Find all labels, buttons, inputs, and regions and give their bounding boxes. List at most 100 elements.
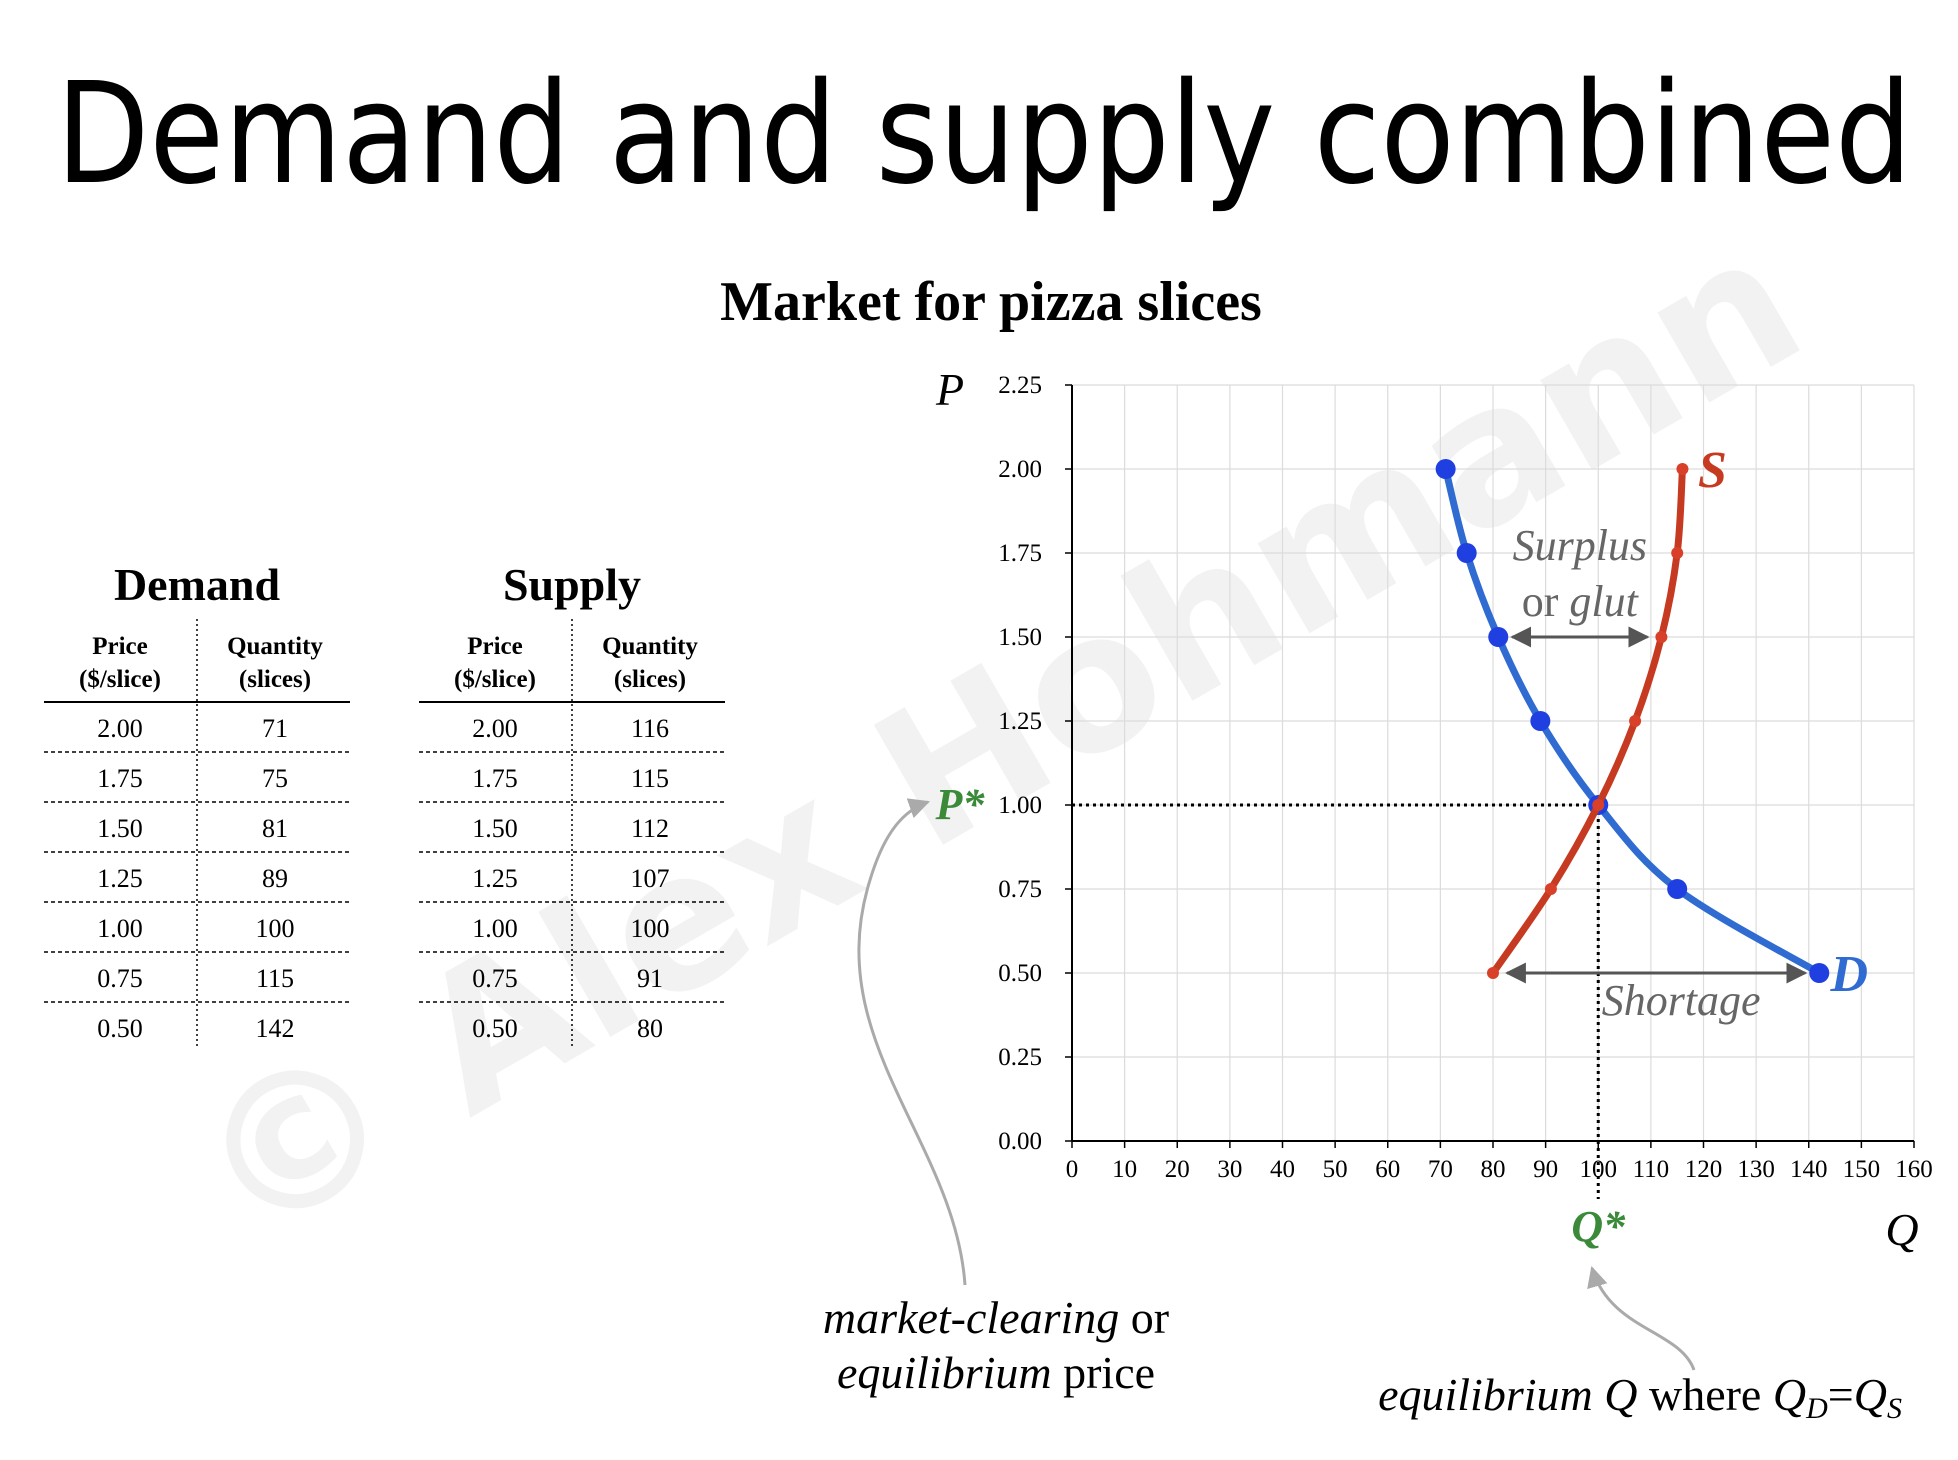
table-cell: 100 xyxy=(631,914,670,943)
table-cell: 0.50 xyxy=(472,1014,518,1043)
equilibrium-quantity-label: Q* xyxy=(1571,1202,1626,1251)
x-tick-label: 140 xyxy=(1790,1156,1828,1183)
table-cell: 1.75 xyxy=(472,764,518,793)
y-tick-label: 1.25 xyxy=(998,708,1042,735)
y-tick-label: 0.50 xyxy=(998,960,1042,987)
price-note: market-clearing or equilibrium price xyxy=(823,1292,1169,1398)
note-part: where xyxy=(1649,1369,1761,1420)
table-cell: 0.50 xyxy=(97,1014,143,1043)
y-tick-label: 2.25 xyxy=(998,372,1042,399)
point xyxy=(1488,627,1509,647)
curve-label: S xyxy=(1698,442,1727,499)
table-cell: 1.50 xyxy=(472,814,518,843)
x-tick-label: 130 xyxy=(1737,1156,1775,1183)
x-tick-label: 60 xyxy=(1375,1156,1400,1183)
x-tick-label: 110 xyxy=(1633,1156,1670,1183)
x-tick-label: 10 xyxy=(1112,1156,1137,1183)
x-axis-label: Q xyxy=(1885,1204,1918,1255)
table-cell: 1.00 xyxy=(472,914,518,943)
point xyxy=(1435,459,1456,479)
table-header: Quantity xyxy=(602,633,698,660)
table-title: Demand xyxy=(114,559,281,610)
x-tick-label: 0 xyxy=(1066,1156,1079,1183)
point xyxy=(1544,883,1557,895)
x-tick-label: 80 xyxy=(1481,1156,1506,1183)
point xyxy=(1456,543,1477,563)
point xyxy=(1487,967,1499,979)
y-tick-label: 0.00 xyxy=(998,1128,1042,1155)
equilibrium-price-label: P* xyxy=(935,780,986,829)
table-cell: 115 xyxy=(631,764,669,793)
table-cell: 1.25 xyxy=(472,864,518,893)
table-header: Price xyxy=(467,633,523,660)
note-part: = xyxy=(1828,1369,1854,1420)
table-cell: 100 xyxy=(256,914,295,943)
quantity-note: equilibrium Q where QD=QS xyxy=(1378,1369,1902,1425)
note-part: equilibrium xyxy=(1378,1369,1593,1420)
table-header: ($/slice) xyxy=(454,666,536,693)
note-part: S xyxy=(1887,1392,1902,1425)
table-cell: 1.50 xyxy=(97,814,143,843)
watermark: © Alex Hohmann xyxy=(159,190,1835,1285)
x-tick-label: 90 xyxy=(1533,1156,1558,1183)
x-tick-label: 70 xyxy=(1428,1156,1453,1183)
pointer-arrow xyxy=(857,798,967,1286)
table-cell: 89 xyxy=(262,864,288,893)
note-part: Q xyxy=(1854,1369,1887,1420)
note-part: D xyxy=(1805,1392,1828,1425)
table-cell: 0.75 xyxy=(472,964,518,993)
note-part: equilibrium xyxy=(837,1347,1052,1398)
table-header: (slices) xyxy=(239,666,311,693)
table-cell: 0.75 xyxy=(97,964,143,993)
surplus-part: glut xyxy=(1569,577,1639,626)
table-header: Quantity xyxy=(227,633,323,660)
y-tick-label: 1.75 xyxy=(998,540,1042,567)
point xyxy=(1676,463,1689,475)
curve-label: D xyxy=(1829,946,1868,1003)
pointer-arrow xyxy=(1587,1265,1696,1371)
table-cell: 91 xyxy=(637,964,663,993)
table-cell: 2.00 xyxy=(97,714,143,743)
y-tick-label: 2.00 xyxy=(998,456,1042,483)
surplus-part: Surplus xyxy=(1513,521,1647,570)
table-cell: 107 xyxy=(631,864,670,893)
table-cell: 81 xyxy=(262,814,288,843)
page-title: Demand and supply combined xyxy=(56,53,1912,216)
table-header: Price xyxy=(92,633,148,660)
point xyxy=(1629,715,1642,727)
note-part: Q xyxy=(1773,1369,1806,1420)
table-cell: 142 xyxy=(256,1014,295,1043)
table-header: (slices) xyxy=(614,666,686,693)
point xyxy=(1655,631,1668,643)
table-cell: 112 xyxy=(631,814,669,843)
y-tick-label: 0.25 xyxy=(998,1044,1042,1071)
table-cell: 75 xyxy=(262,764,288,793)
point xyxy=(1667,879,1688,899)
note-part: market-clearing xyxy=(823,1292,1119,1343)
table-cell: 115 xyxy=(256,964,294,993)
shortage-label: Shortage xyxy=(1602,976,1761,1025)
point xyxy=(1592,799,1605,811)
table-header: ($/slice) xyxy=(79,666,161,693)
point xyxy=(1809,963,1830,983)
x-tick-label: 160 xyxy=(1895,1156,1933,1183)
x-tick-label: 30 xyxy=(1217,1156,1242,1183)
x-tick-label: 20 xyxy=(1165,1156,1190,1183)
table-cell: 116 xyxy=(631,714,669,743)
x-tick-label: 40 xyxy=(1270,1156,1295,1183)
y-tick-label: 1.00 xyxy=(998,792,1042,819)
x-tick-label: 150 xyxy=(1843,1156,1881,1183)
note-part: price xyxy=(1063,1347,1155,1398)
point xyxy=(1671,547,1684,559)
y-axis-label: P xyxy=(935,364,964,415)
x-tick-label: 50 xyxy=(1323,1156,1348,1183)
table-cell: 1.25 xyxy=(97,864,143,893)
table-cell: 1.00 xyxy=(97,914,143,943)
chart-title: Market for pizza slices xyxy=(720,271,1262,333)
table-cell: 1.75 xyxy=(97,764,143,793)
y-tick-label: 0.75 xyxy=(998,876,1042,903)
table-cell: 2.00 xyxy=(472,714,518,743)
surplus-part: or xyxy=(1522,577,1559,626)
y-tick-label: 1.50 xyxy=(998,624,1042,651)
